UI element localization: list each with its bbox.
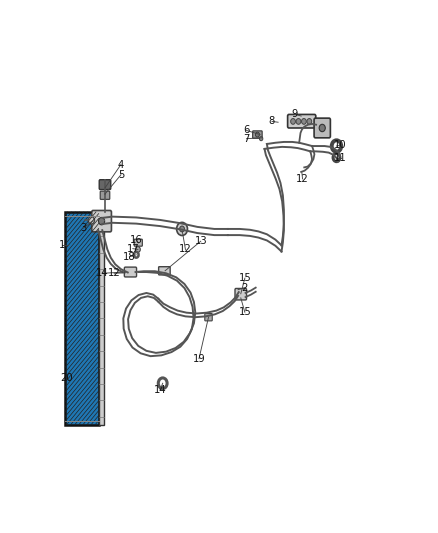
Circle shape: [177, 222, 187, 236]
Circle shape: [259, 136, 263, 141]
Circle shape: [180, 226, 184, 232]
Text: 9: 9: [291, 109, 297, 119]
FancyBboxPatch shape: [235, 288, 247, 300]
Text: 10: 10: [334, 140, 347, 150]
FancyBboxPatch shape: [100, 191, 110, 199]
Text: 15: 15: [238, 307, 251, 317]
FancyBboxPatch shape: [124, 267, 137, 277]
Circle shape: [307, 118, 312, 124]
Text: 13: 13: [194, 236, 207, 246]
Text: 8: 8: [269, 116, 275, 126]
Text: 4: 4: [118, 159, 124, 169]
Text: 18: 18: [123, 252, 136, 262]
Circle shape: [99, 217, 105, 225]
Text: 11: 11: [334, 152, 347, 163]
Bar: [65, 212, 99, 425]
Text: 16: 16: [130, 235, 143, 245]
FancyBboxPatch shape: [99, 180, 111, 190]
Text: 1: 1: [59, 239, 65, 249]
FancyBboxPatch shape: [253, 131, 262, 138]
Text: 6: 6: [244, 125, 250, 135]
Bar: [65, 212, 99, 425]
FancyBboxPatch shape: [288, 115, 316, 128]
Text: 7: 7: [244, 134, 250, 144]
Text: 17: 17: [127, 244, 139, 254]
Text: 5: 5: [118, 170, 124, 180]
Circle shape: [291, 118, 295, 124]
Text: 12: 12: [296, 174, 309, 184]
FancyBboxPatch shape: [159, 266, 170, 275]
Text: 2: 2: [242, 282, 248, 293]
Text: 14: 14: [154, 385, 166, 395]
Text: 15: 15: [238, 273, 251, 283]
Bar: [65, 212, 99, 425]
Text: 12: 12: [108, 268, 120, 278]
Text: 12: 12: [179, 245, 192, 254]
Text: 3: 3: [81, 223, 87, 233]
FancyBboxPatch shape: [314, 118, 330, 138]
Text: 20: 20: [60, 373, 73, 383]
Circle shape: [255, 132, 259, 137]
Text: 14: 14: [96, 268, 109, 278]
Circle shape: [296, 118, 301, 124]
Circle shape: [88, 216, 95, 224]
Text: 19: 19: [193, 353, 205, 364]
Circle shape: [135, 247, 140, 252]
FancyBboxPatch shape: [134, 239, 142, 246]
Bar: [99, 212, 104, 425]
Circle shape: [301, 118, 306, 124]
FancyBboxPatch shape: [205, 313, 212, 321]
Circle shape: [319, 124, 325, 132]
FancyBboxPatch shape: [92, 211, 111, 232]
